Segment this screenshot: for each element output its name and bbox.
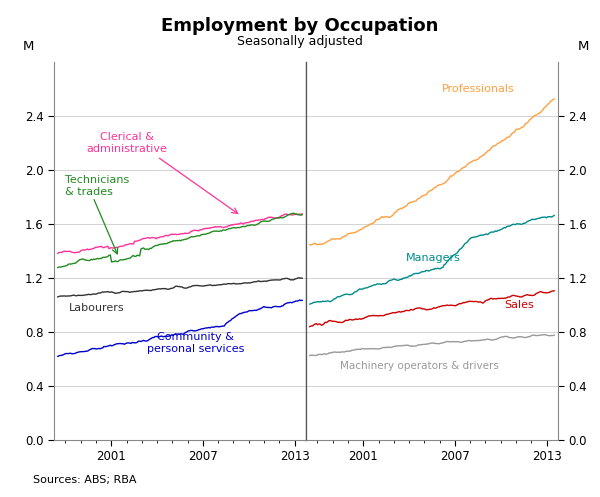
- Text: Professionals: Professionals: [442, 84, 514, 94]
- Text: Sources: ABS; RBA: Sources: ABS; RBA: [33, 475, 137, 485]
- Text: Seasonally adjusted: Seasonally adjusted: [237, 35, 363, 48]
- Text: Employment by Occupation: Employment by Occupation: [161, 17, 439, 35]
- Text: M: M: [578, 40, 589, 53]
- Text: Technicians
& trades: Technicians & trades: [65, 175, 130, 197]
- Text: Sales: Sales: [504, 300, 533, 310]
- Text: Machinery operators & drivers: Machinery operators & drivers: [340, 361, 499, 371]
- Text: Labourers: Labourers: [68, 303, 124, 313]
- Text: Managers: Managers: [406, 253, 461, 263]
- Text: Clerical &
administrative: Clerical & administrative: [86, 132, 167, 154]
- Text: M: M: [23, 40, 34, 53]
- Text: Community &
personal services: Community & personal services: [146, 331, 244, 354]
